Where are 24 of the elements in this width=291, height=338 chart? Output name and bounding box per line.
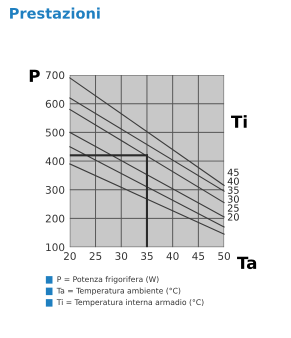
chart-title: Prestazioni [10, 8, 100, 19]
x-tick-label: 30 [115, 252, 128, 260]
y-tick-label: 400 [46, 157, 64, 166]
y-tick-label: 300 [46, 186, 64, 194]
y-tick-label: 600 [46, 100, 64, 108]
series-label: 40 [228, 178, 239, 185]
series-label: 20 [228, 213, 239, 221]
y-tick-label: 200 [46, 214, 64, 223]
x-tick-label: 45 [192, 252, 204, 260]
y-tick-label: 700 [46, 71, 64, 80]
x-tick-label: 40 [166, 252, 179, 260]
y-tick-label: 500 [46, 128, 64, 136]
x-tick-label: 25 [90, 252, 102, 260]
x-axis-title: Ta [237, 256, 256, 270]
x-tick-label: 20 [64, 252, 76, 260]
legend-title: Ti [231, 115, 247, 128]
x-tick-label: 50 [218, 252, 230, 260]
y-tick-label: 100 [46, 243, 64, 252]
series-label: 35 [228, 186, 239, 194]
series-label: 30 [228, 195, 239, 203]
x-tick-label: 35 [141, 252, 153, 260]
y-axis-title: P [30, 70, 40, 82]
series-label: 45 [228, 168, 239, 176]
series-label: 25 [228, 204, 239, 212]
